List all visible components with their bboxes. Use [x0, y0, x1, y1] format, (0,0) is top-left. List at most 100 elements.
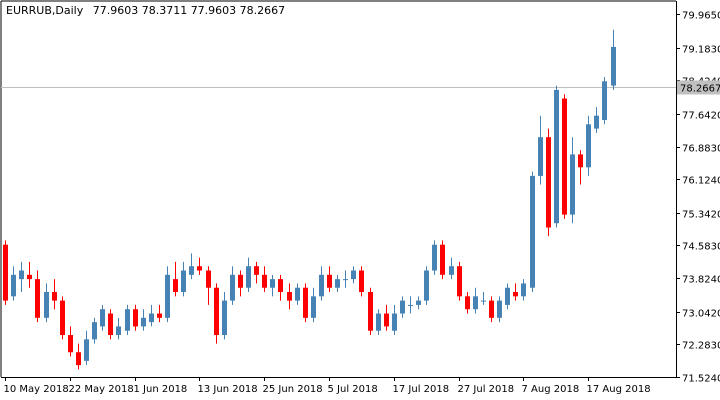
- y-tick-label: 73.8240: [682, 275, 720, 286]
- candle-body: [19, 270, 24, 280]
- candle-body: [368, 292, 373, 331]
- candle-body: [457, 266, 462, 297]
- candle-body: [157, 313, 162, 318]
- candle-body: [230, 274, 235, 301]
- candle-body: [473, 296, 478, 310]
- candle-body: [149, 313, 154, 323]
- candle-body: [546, 137, 551, 228]
- candle-body: [206, 270, 211, 288]
- y-tick-label: 76.1240: [682, 176, 720, 187]
- candle-body: [295, 287, 300, 301]
- x-tick-label: 17 Aug 2018: [587, 384, 651, 395]
- candle-body: [335, 279, 340, 288]
- candle-body: [465, 296, 470, 310]
- y-tick-label: 79.1830: [682, 45, 720, 56]
- candle-body: [68, 335, 73, 353]
- candle-body: [554, 89, 559, 224]
- candle-body: [359, 270, 364, 293]
- candle-body: [505, 287, 510, 305]
- candle-body: [246, 266, 251, 288]
- candle-body: [141, 317, 146, 327]
- candle-body: [530, 175, 535, 288]
- candle-body: [173, 279, 178, 293]
- candle-body: [214, 287, 219, 336]
- candle-body: [521, 283, 526, 297]
- x-tick-label: 22 May 2018: [69, 384, 134, 395]
- candle-body: [84, 339, 89, 361]
- candle-body: [278, 279, 283, 293]
- candle-body: [303, 287, 308, 318]
- candle-body: [343, 279, 348, 281]
- candle-body: [392, 313, 397, 331]
- y-tick-label: 72.2830: [682, 341, 720, 352]
- candle-body: [262, 274, 267, 288]
- y-tick-label: 73.0420: [682, 309, 720, 320]
- candle-body: [27, 274, 32, 280]
- candle-body: [52, 292, 57, 301]
- y-tick-label: 76.8830: [682, 144, 720, 155]
- x-tick-label: 13 Jun 2018: [198, 384, 258, 395]
- x-tick-label: 1 Jun 2018: [134, 384, 188, 395]
- candle-body: [432, 244, 437, 271]
- candle-body: [165, 274, 170, 318]
- x-tick-label: 27 Jul 2018: [458, 384, 515, 395]
- candle-body: [222, 300, 227, 336]
- candle-body: [287, 292, 292, 301]
- candle-body: [3, 244, 8, 301]
- candle-body: [449, 266, 454, 275]
- current-price-tag: [677, 80, 720, 95]
- candle-body: [602, 81, 607, 121]
- x-tick-label: 17 Jul 2018: [393, 384, 450, 395]
- candle-body: [76, 352, 81, 366]
- y-tick-label: 75.3420: [682, 210, 720, 221]
- candle-body: [35, 279, 40, 318]
- candle-body: [60, 300, 65, 336]
- candle-body: [440, 244, 445, 275]
- candle-body: [116, 326, 121, 336]
- candle-body: [197, 266, 202, 271]
- candle-body: [351, 270, 356, 280]
- candle-body: [133, 309, 138, 327]
- candle-body: [562, 98, 567, 215]
- candle-body: [424, 270, 429, 301]
- candle-body: [570, 154, 575, 215]
- candle-body: [513, 292, 518, 297]
- candle-body: [481, 300, 486, 302]
- candle-body: [189, 266, 194, 275]
- candle-body: [319, 274, 324, 297]
- ohlc-values: 77.9603 78.3711 77.9603 78.2667: [92, 4, 286, 17]
- candle-body: [578, 154, 583, 168]
- y-tick-label: 77.6420: [682, 111, 720, 122]
- candle-body: [497, 300, 502, 318]
- candle-body: [400, 300, 405, 314]
- candle-body: [108, 313, 113, 336]
- candle-body: [327, 274, 332, 288]
- candle-body: [44, 292, 49, 318]
- candle-body: [92, 322, 97, 340]
- symbol-label: EURRUB,Daily: [6, 4, 84, 17]
- candle-body: [270, 279, 275, 288]
- x-tick-label: 10 May 2018: [4, 384, 69, 395]
- candle-body: [311, 296, 316, 318]
- chart-header: EURRUB,Daily 77.9603 78.3711 77.9603 78.…: [6, 4, 291, 17]
- candle-body: [489, 300, 494, 318]
- x-tick-label: 7 Aug 2018: [522, 384, 580, 395]
- candle-body: [611, 46, 616, 86]
- candle-body: [384, 313, 389, 327]
- candle-body: [125, 309, 130, 331]
- candle-body: [100, 309, 105, 327]
- candle-body: [408, 304, 413, 306]
- candle-body: [181, 270, 186, 293]
- y-tick-label: 74.5830: [682, 242, 720, 253]
- candle-body: [254, 266, 259, 275]
- candle-body: [11, 274, 16, 297]
- candle-body: [416, 300, 421, 305]
- y-tick-label: 79.9650: [682, 11, 720, 22]
- candle-body: [586, 124, 591, 168]
- current-price-label: 78.2667: [680, 84, 720, 95]
- candle-body: [238, 274, 243, 288]
- x-tick-label: 25 Jun 2018: [263, 384, 323, 395]
- candle-body: [594, 115, 599, 129]
- candle-body: [376, 313, 381, 331]
